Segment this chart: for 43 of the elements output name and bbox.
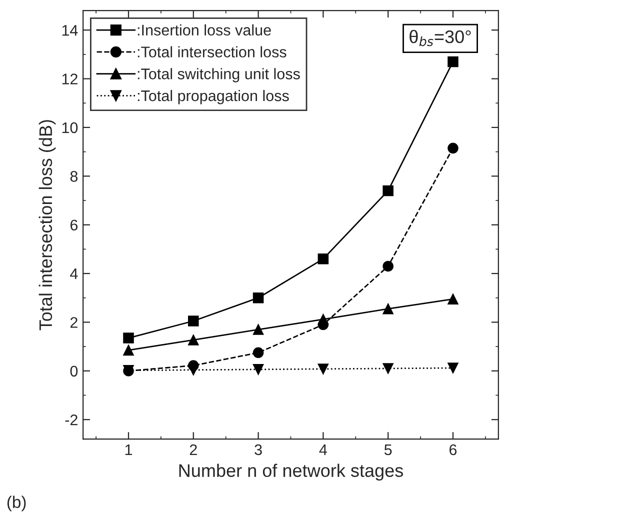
y-tick-label: 0 bbox=[70, 366, 78, 377]
point bbox=[123, 332, 134, 344]
point bbox=[252, 364, 264, 375]
point bbox=[188, 334, 199, 346]
legend-label: :Total switching unit loss bbox=[138, 68, 300, 82]
annotation: θ$_{bs}$=30° bbox=[410, 30, 471, 46]
y-tick-label: 6 bbox=[70, 220, 78, 231]
point bbox=[448, 56, 458, 68]
point bbox=[318, 319, 329, 330]
y-tick-label: 10 bbox=[62, 122, 78, 134]
text: (b) bbox=[7, 496, 26, 512]
x-tick-label: 2 bbox=[190, 444, 197, 456]
point bbox=[448, 142, 458, 154]
legend-label: :Total propagation loss bbox=[138, 90, 289, 104]
point bbox=[448, 362, 458, 374]
y-tick-label: 14 bbox=[62, 25, 78, 36]
x-axis-title: Number n of network stages bbox=[179, 464, 403, 481]
point bbox=[382, 363, 394, 374]
y-tick-label: 2 bbox=[70, 317, 78, 328]
legend-label: :Total intersection loss bbox=[138, 46, 286, 58]
point bbox=[123, 344, 134, 356]
point bbox=[188, 360, 199, 371]
x-tick-label: 3 bbox=[254, 444, 262, 456]
point bbox=[318, 254, 329, 264]
y-tick-label: 8 bbox=[70, 171, 78, 182]
point bbox=[448, 294, 458, 304]
point bbox=[252, 292, 264, 304]
y-tick-label: 12 bbox=[62, 74, 78, 84]
x-tick-label: 4 bbox=[319, 444, 327, 456]
x-tick-label: 6 bbox=[450, 444, 457, 456]
point bbox=[252, 324, 264, 335]
point bbox=[252, 347, 264, 358]
y-axis-title: Total intersection loss (dB) bbox=[38, 120, 56, 330]
point bbox=[188, 316, 199, 326]
y-tick-label: 4 bbox=[70, 268, 78, 280]
point bbox=[318, 364, 329, 374]
point bbox=[382, 185, 394, 196]
legend-label: :Insertion loss value bbox=[138, 24, 271, 36]
x-tick-label: 1 bbox=[125, 444, 132, 456]
y-tick-label: -2 bbox=[65, 414, 78, 426]
point bbox=[382, 260, 394, 272]
x-tick-label: 5 bbox=[384, 444, 392, 456]
point bbox=[382, 303, 394, 314]
